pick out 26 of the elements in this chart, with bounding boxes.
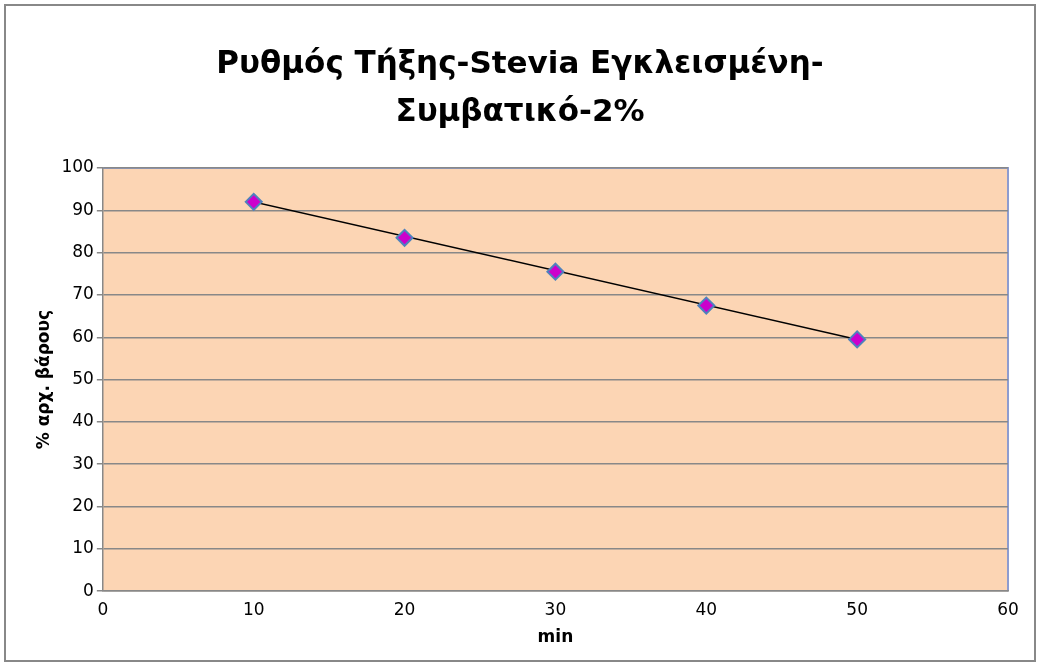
x-tick-label: 50	[846, 598, 868, 619]
y-tick-label: 30	[72, 452, 94, 473]
y-tick-label: 90	[72, 198, 94, 219]
x-tick-label: 20	[393, 598, 416, 619]
y-tick-label: 80	[72, 241, 94, 262]
x-tick-label: 30	[544, 598, 567, 619]
point	[848, 330, 867, 349]
x-tick-label: 10	[242, 598, 265, 619]
y-tick-label: 70	[72, 283, 94, 304]
y-tick-label: 50	[72, 368, 94, 389]
point	[546, 262, 565, 281]
y-tick-label: 20	[72, 494, 94, 515]
y-axis-title: % αρχ. βάρους	[32, 309, 53, 450]
y-tick-label: 0	[83, 579, 94, 600]
point	[395, 228, 414, 247]
x-tick-label: 0	[97, 598, 109, 619]
point	[244, 192, 263, 211]
y-tick-label: 60	[72, 325, 94, 346]
y-tick-label: 100	[61, 156, 94, 177]
chart-title: Ρυθμός Τήξης-Stevia Εγκλεισμένη-Συμβατικό-2%	[215, 43, 825, 130]
y-tick-label: 40	[72, 410, 94, 431]
x-tick-label: 60	[997, 598, 1019, 619]
x-axis-title: min	[537, 626, 574, 647]
x-tick-label: 40	[695, 598, 718, 619]
y-tick-label: 10	[72, 537, 94, 558]
point	[697, 296, 716, 315]
